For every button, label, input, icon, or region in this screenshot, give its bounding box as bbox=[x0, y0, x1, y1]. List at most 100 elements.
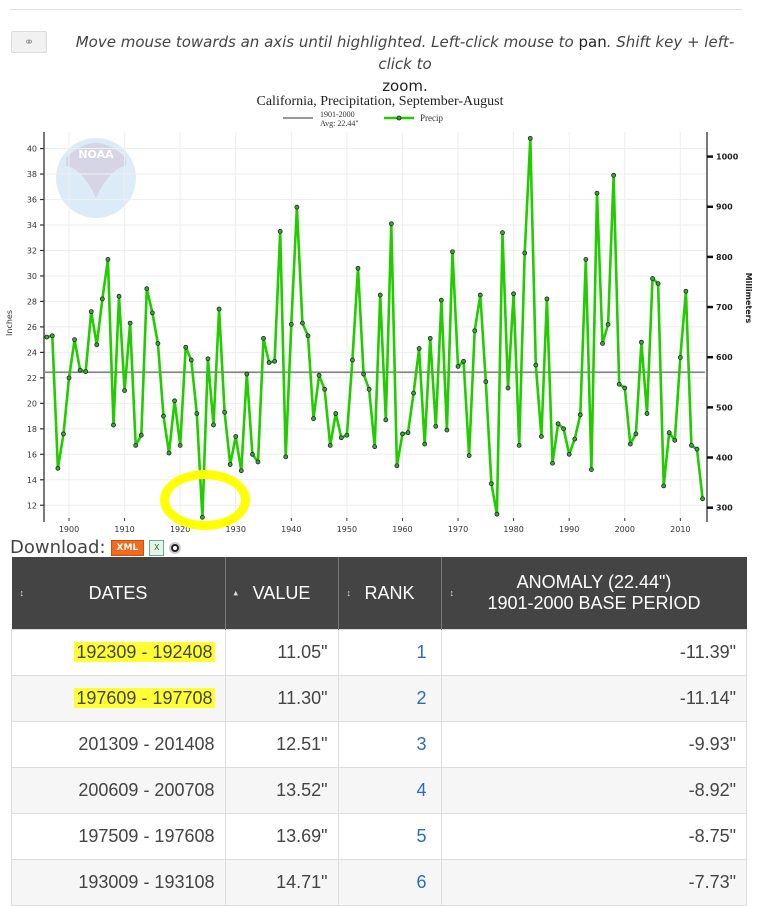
data-point[interactable] bbox=[422, 441, 428, 447]
data-point[interactable] bbox=[49, 333, 55, 339]
rank-link[interactable]: 5 bbox=[337, 813, 442, 860]
data-point[interactable] bbox=[322, 386, 328, 392]
data-point[interactable] bbox=[166, 450, 172, 456]
data-point[interactable] bbox=[572, 436, 578, 442]
data-point[interactable] bbox=[83, 369, 89, 374]
anomaly-column-header[interactable]: ↕ ANOMALY (22.44") 1901-2000 BASE PERIOD bbox=[441, 557, 747, 630]
data-point[interactable] bbox=[511, 291, 517, 297]
data-point[interactable] bbox=[483, 379, 489, 385]
data-point[interactable] bbox=[355, 265, 361, 271]
data-point[interactable] bbox=[516, 442, 522, 448]
data-point[interactable] bbox=[544, 296, 550, 302]
data-point[interactable] bbox=[438, 297, 444, 303]
data-point[interactable] bbox=[661, 483, 667, 489]
data-point[interactable] bbox=[255, 459, 261, 465]
data-point[interactable] bbox=[566, 451, 572, 457]
data-point[interactable] bbox=[111, 422, 116, 428]
data-point[interactable] bbox=[122, 388, 127, 394]
data-point[interactable] bbox=[677, 355, 683, 360]
rank-link[interactable]: 1 bbox=[337, 629, 442, 676]
data-point[interactable] bbox=[400, 431, 405, 437]
data-point[interactable] bbox=[650, 276, 655, 281]
data-point[interactable] bbox=[138, 432, 144, 438]
data-point[interactable] bbox=[633, 431, 639, 437]
data-point[interactable] bbox=[383, 417, 389, 423]
data-point[interactable] bbox=[94, 342, 100, 348]
data-point[interactable] bbox=[333, 411, 339, 416]
data-point[interactable] bbox=[583, 256, 589, 262]
data-point[interactable] bbox=[99, 296, 105, 302]
data-point[interactable] bbox=[561, 426, 567, 432]
data-point[interactable] bbox=[433, 423, 439, 429]
data-point[interactable] bbox=[366, 386, 372, 392]
xml-download-button[interactable]: XML bbox=[110, 539, 145, 556]
data-point[interactable] bbox=[522, 250, 528, 256]
data-point[interactable] bbox=[344, 432, 350, 438]
data-point[interactable] bbox=[72, 337, 77, 343]
data-point[interactable] bbox=[227, 462, 233, 467]
data-point[interactable] bbox=[216, 306, 222, 312]
data-point[interactable] bbox=[305, 333, 311, 339]
data-point[interactable] bbox=[300, 320, 305, 326]
data-point[interactable] bbox=[394, 463, 400, 469]
data-point[interactable] bbox=[627, 441, 633, 447]
data-point[interactable] bbox=[644, 411, 650, 416]
data-point[interactable] bbox=[622, 385, 628, 391]
data-point[interactable] bbox=[105, 256, 111, 262]
data-point[interactable] bbox=[327, 442, 333, 448]
data-point[interactable] bbox=[555, 421, 561, 427]
data-point[interactable] bbox=[144, 286, 150, 292]
data-point[interactable] bbox=[288, 321, 294, 327]
data-point[interactable] bbox=[194, 411, 200, 416]
data-point[interactable] bbox=[77, 367, 83, 373]
data-point[interactable] bbox=[161, 413, 166, 419]
data-point[interactable] bbox=[666, 430, 672, 436]
data-point[interactable] bbox=[66, 375, 72, 381]
data-point[interactable] bbox=[466, 453, 472, 458]
data-point[interactable] bbox=[188, 357, 194, 363]
data-point[interactable] bbox=[655, 281, 661, 286]
data-point[interactable] bbox=[272, 358, 278, 364]
data-point[interactable] bbox=[505, 385, 511, 391]
excel-icon[interactable]: X bbox=[149, 539, 165, 556]
data-point[interactable] bbox=[611, 172, 617, 178]
data-point[interactable] bbox=[500, 230, 505, 236]
data-point[interactable] bbox=[199, 514, 205, 520]
data-point[interactable] bbox=[577, 412, 583, 418]
data-point[interactable] bbox=[277, 228, 283, 234]
data-point[interactable] bbox=[155, 341, 161, 346]
value-column-header[interactable]: ▴ VALUE bbox=[225, 557, 339, 630]
data-point[interactable] bbox=[350, 357, 355, 363]
data-point[interactable] bbox=[477, 292, 483, 298]
data-point[interactable] bbox=[594, 190, 600, 196]
data-point[interactable] bbox=[133, 442, 139, 448]
data-point[interactable] bbox=[605, 321, 611, 327]
link-button[interactable]: ⚭ bbox=[11, 31, 47, 53]
data-point[interactable] bbox=[233, 434, 239, 439]
data-point[interactable] bbox=[222, 409, 228, 415]
data-point[interactable] bbox=[388, 221, 394, 227]
data-point[interactable] bbox=[238, 468, 244, 474]
data-point[interactable] bbox=[338, 435, 344, 441]
data-point[interactable] bbox=[455, 364, 461, 369]
data-point[interactable] bbox=[411, 390, 416, 396]
data-point[interactable] bbox=[405, 430, 411, 436]
data-point[interactable] bbox=[444, 427, 450, 433]
data-point[interactable] bbox=[683, 288, 689, 294]
data-point[interactable] bbox=[311, 416, 316, 422]
dates-column-header[interactable]: ↕ DATES bbox=[11, 557, 226, 630]
data-point[interactable] bbox=[61, 431, 66, 437]
data-point[interactable] bbox=[294, 204, 300, 210]
data-point[interactable] bbox=[116, 293, 122, 299]
data-point[interactable] bbox=[550, 460, 555, 466]
data-point[interactable] bbox=[689, 442, 694, 448]
data-point[interactable] bbox=[266, 360, 272, 365]
data-point[interactable] bbox=[672, 437, 678, 443]
data-point[interactable] bbox=[88, 309, 94, 315]
data-point[interactable] bbox=[172, 398, 177, 404]
data-point[interactable] bbox=[183, 344, 189, 350]
data-point[interactable] bbox=[283, 454, 289, 460]
data-point[interactable] bbox=[361, 371, 366, 377]
data-point[interactable] bbox=[416, 346, 422, 351]
data-point[interactable] bbox=[538, 434, 544, 439]
